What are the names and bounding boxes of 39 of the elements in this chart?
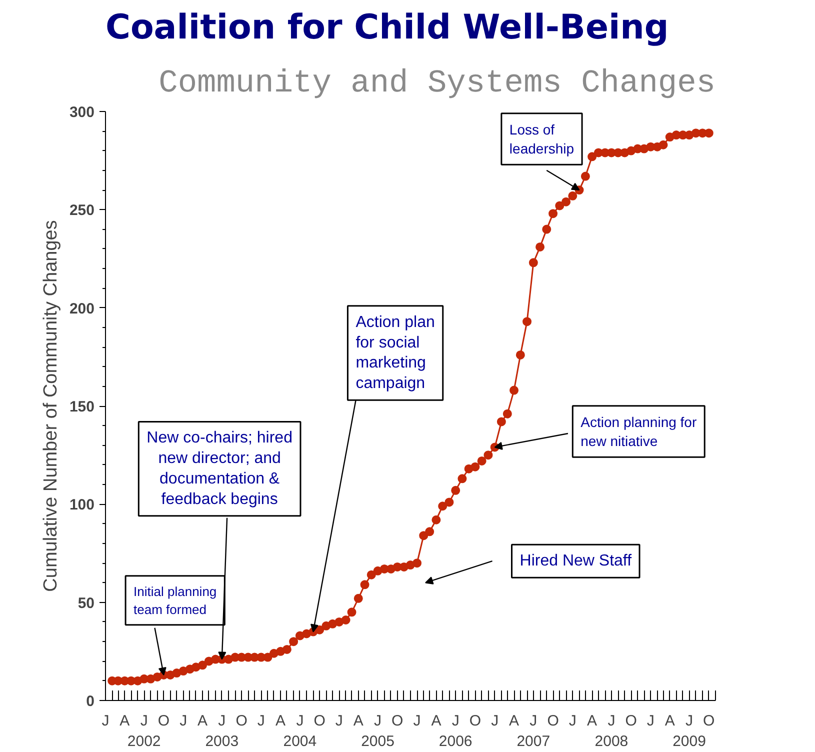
- annotation: Initial planning team formed: [134, 584, 217, 617]
- x-tick-label: J: [257, 712, 265, 730]
- x-tick-label: J: [491, 712, 499, 730]
- y-tick-label: 250: [69, 202, 95, 220]
- x-tick-label: A: [198, 712, 208, 730]
- x-tick-label: J: [646, 712, 654, 730]
- x-tick-label: A: [276, 712, 286, 730]
- x-tick-label: J: [335, 712, 343, 730]
- annotation: Hired New Staff: [520, 552, 632, 570]
- x-tick-label: A: [664, 712, 675, 730]
- x-tick-label: J: [413, 712, 421, 730]
- x-tick-label: J: [102, 712, 110, 730]
- x-tick-label: O: [158, 712, 170, 730]
- x-tick-label: A: [353, 712, 364, 730]
- x-tick-label: J: [568, 712, 576, 730]
- x-tick-label: O: [314, 712, 326, 730]
- y-tick-label: 150: [69, 398, 95, 416]
- x-tick-label: A: [120, 712, 130, 730]
- y-tick-label: 200: [69, 300, 95, 318]
- x-tick-label: O: [703, 712, 715, 730]
- x-tick-label: A: [509, 712, 520, 730]
- x-tick-label: J: [180, 712, 188, 730]
- x-tick-label: O: [547, 712, 559, 730]
- y-tick-label: 100: [69, 496, 95, 514]
- chart-title: Coalition for Child Well-Being: [106, 8, 669, 48]
- annotation: Action plan for social marketing campaign: [356, 314, 435, 392]
- x-tick-label: O: [469, 712, 482, 730]
- chart-subtitle: Community and Systems Changes: [158, 64, 716, 102]
- y-tick-label: 0: [86, 693, 94, 710]
- y-axis-title: Cumulative Number of Community Changes: [40, 220, 62, 592]
- annotation: Loss of leadership: [509, 121, 574, 157]
- x-tick-label: O: [236, 712, 248, 730]
- x-tick-label: O: [625, 712, 637, 730]
- x-tick-label: O: [392, 712, 404, 730]
- y-tick-label: 50: [78, 594, 95, 612]
- x-tick-label: A: [587, 712, 598, 730]
- annotation: Action planning for new nitiative: [580, 414, 697, 450]
- annotation: New co-chairs; hired new director; and documentation & feedback begins: [146, 430, 292, 508]
- y-tick-label: 300: [69, 104, 95, 121]
